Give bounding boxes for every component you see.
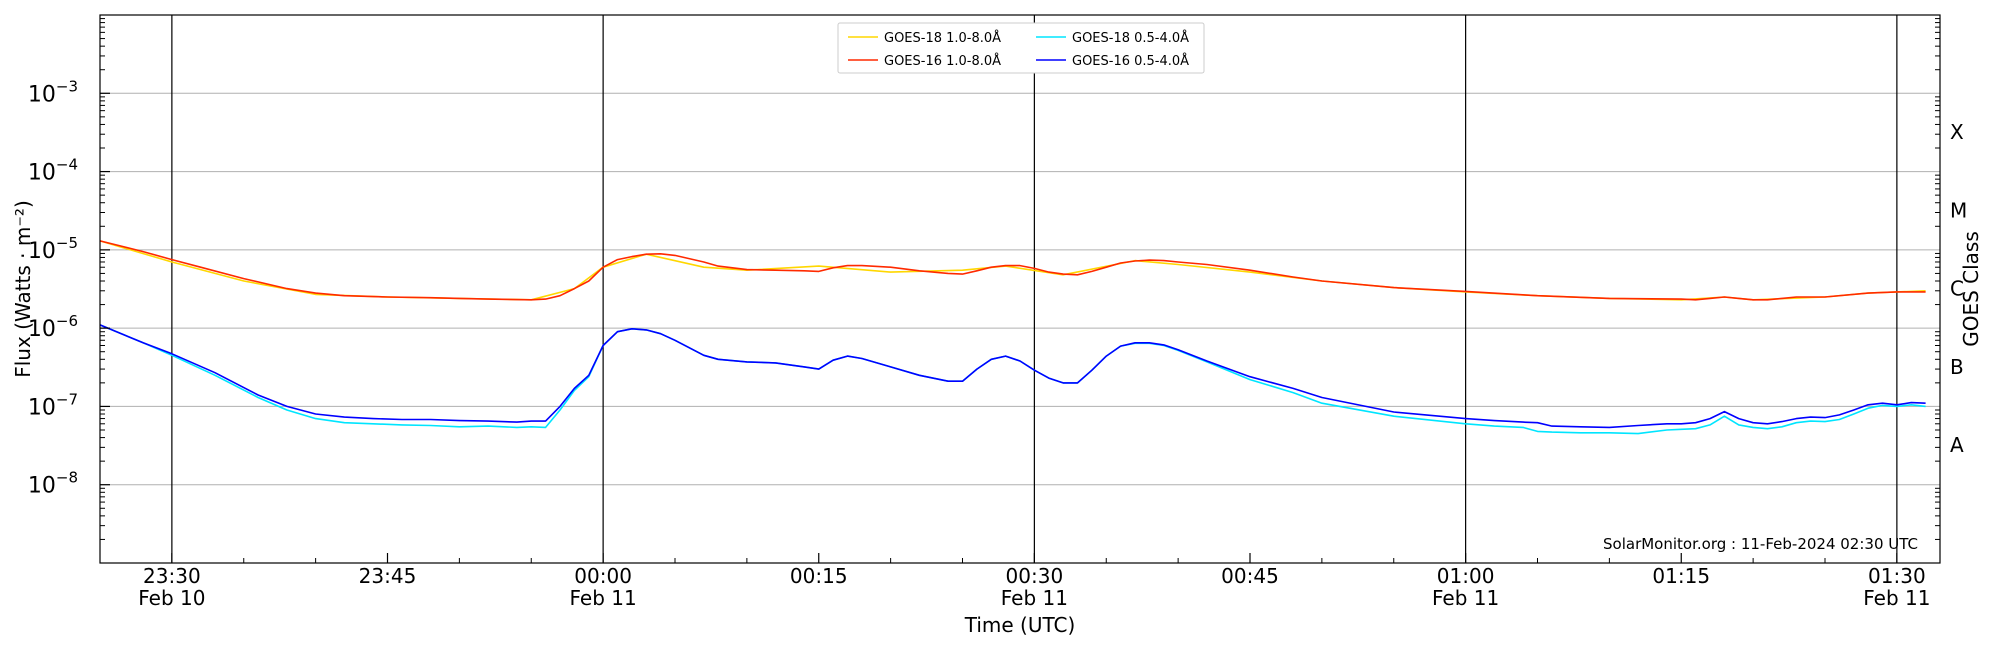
goes-class-label: B: [1950, 355, 1964, 379]
legend-entries: GOES-18 1.0-8.0Å GOES-16 1.0-8.0Å GOES-18 …: [848, 30, 1189, 69]
x-tick-time-label: 00:00: [574, 564, 632, 588]
day-vertical-lines: [171, 15, 1898, 563]
x-tick-date-label: Feb 11: [1863, 586, 1930, 610]
x-tick-time-label: 23:45: [359, 564, 417, 588]
series-lines: [99, 240, 1926, 435]
x-tick-date-label: Feb 11: [1001, 586, 1068, 610]
legend-box: [837, 22, 1205, 74]
y-tick-label: 10−5: [28, 234, 78, 264]
y-tick-label: 10−8: [28, 469, 78, 499]
series-line: [99, 240, 1926, 301]
x-tick-date-label: Feb 11: [570, 586, 637, 610]
goes-class-label: X: [1950, 120, 1964, 144]
legend-label: GOES-18 1.0-8.0Å: [884, 30, 1001, 46]
goes-class-label: A: [1950, 433, 1964, 457]
x-tick-time-label: 01:00: [1437, 564, 1495, 588]
legend-label: GOES-18 0.5-4.0Å: [1072, 30, 1189, 46]
plot-frame: [99, 14, 1941, 564]
y-tick-label: 10−4: [28, 156, 78, 186]
source-annotation: SolarMonitor.org : 11-Feb-2024 02:30 UTC: [1603, 535, 1918, 553]
x-tick-date-label: Feb 10: [138, 586, 205, 610]
x-tick-time-label: 01:30: [1868, 564, 1926, 588]
axis-ticks: [99, 18, 1940, 563]
legend: GOES-18 1.0-8.0Å GOES-16 1.0-8.0Å GOES-18 …: [837, 22, 1205, 74]
legend-label: GOES-16 1.0-8.0Å: [884, 53, 1001, 69]
y-tick-labels: 10−8 10−7 10−6 10−5 10−4 10−3: [28, 77, 78, 498]
x-tick-time-label: 23:30: [143, 564, 201, 588]
goes-class-labels: A B C M X: [1950, 120, 1967, 457]
x-tick-time-label: 00:15: [790, 564, 848, 588]
series-line: [99, 324, 1926, 429]
y-tick-label: 10−3: [28, 77, 78, 107]
x-tick-time-label: 00:30: [1006, 564, 1064, 588]
x-axis-title: Time (UTC): [964, 613, 1076, 637]
legend-label: GOES-16 0.5-4.0Å: [1072, 53, 1189, 69]
y-tick-label: 10−7: [28, 390, 78, 420]
x-tick-date-label: Feb 11: [1432, 586, 1499, 610]
y2-axis-title: GOES Class: [1959, 231, 1983, 347]
goes-class-label: C: [1950, 277, 1964, 301]
grid-lines: [100, 92, 1940, 486]
goes-class-label: M: [1950, 198, 1967, 222]
y-axis-title: Flux (Watts · m⁻²): [11, 200, 35, 378]
y-tick-label: 10−6: [28, 312, 78, 342]
x-tick-time-label: 01:15: [1652, 564, 1710, 588]
x-tick-time-label: 00:45: [1221, 564, 1279, 588]
